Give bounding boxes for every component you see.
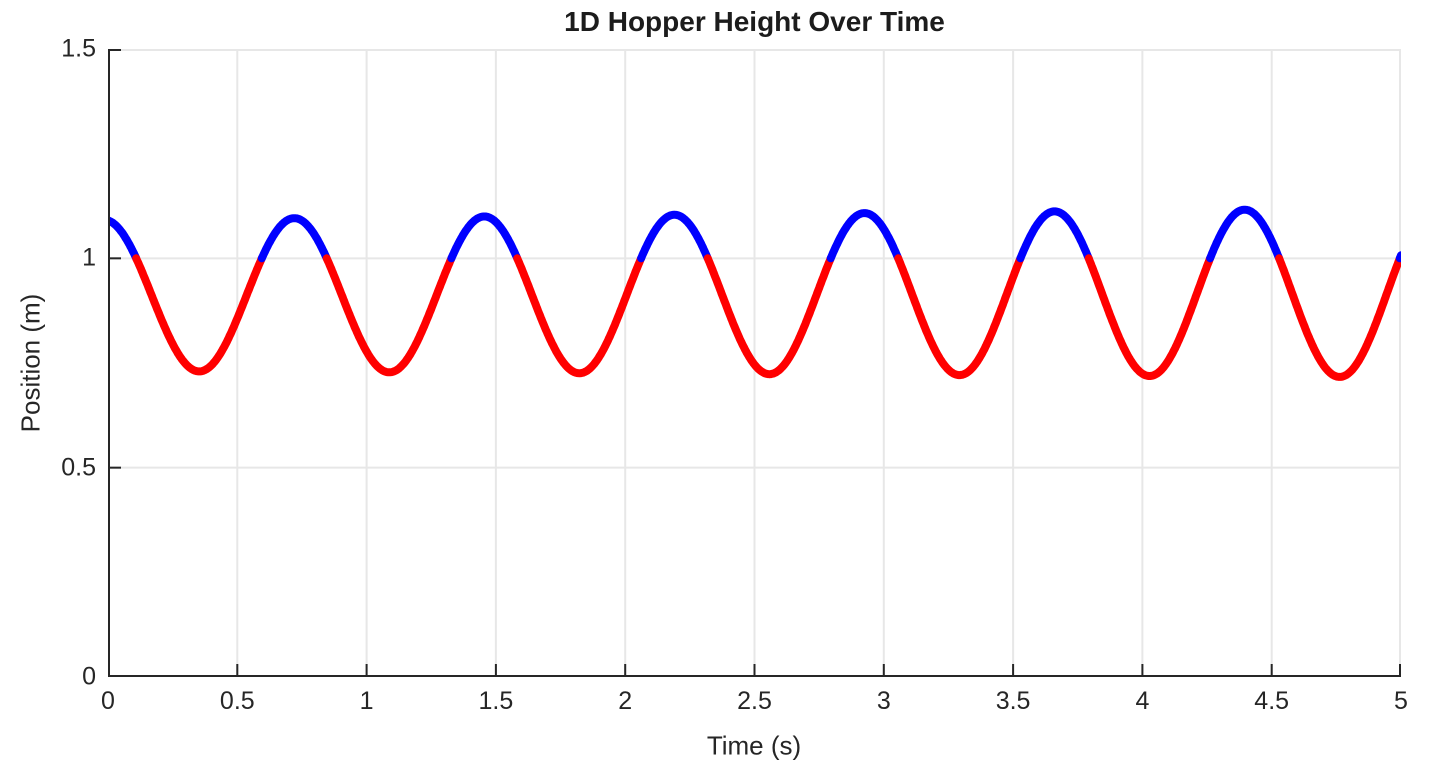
x-tick-label: 2.5 — [737, 687, 772, 715]
y-tick-label: 1.5 — [61, 34, 96, 63]
y-tick-label: 1 — [82, 243, 96, 272]
x-tick-label: 3 — [876, 687, 891, 715]
x-tick-label: 1.5 — [478, 687, 514, 715]
curve-segment-flight — [826, 209, 903, 263]
position-curve — [108, 205, 1401, 381]
curve-segment-stance — [513, 254, 646, 378]
curve-segment-stance — [894, 254, 1025, 380]
chart-title: 1D Hopper Height Over Time — [564, 6, 945, 37]
x-tick-label: 0.5 — [219, 687, 255, 715]
curve-segment-stance — [703, 254, 835, 379]
x-tick-label: 5 — [1394, 687, 1408, 715]
x-axis-label: Time (s) — [706, 730, 802, 761]
x-tick-label: 2 — [618, 687, 633, 715]
curve-segment-flight — [1395, 251, 1401, 263]
y-tick-label: 0.5 — [61, 453, 96, 482]
curve-segment-flight — [108, 216, 141, 263]
curve-segment-flight — [257, 214, 331, 263]
curve-segment-flight — [1206, 205, 1284, 263]
curve-segment-stance — [322, 254, 456, 377]
axis-spines-and-ticks — [108, 49, 1401, 677]
y-axis-label: Position (m) — [15, 293, 46, 433]
x-tick-label: 4.5 — [1254, 687, 1290, 715]
x-tick-label: 3.5 — [995, 687, 1031, 715]
curve-segment-flight — [637, 210, 712, 263]
x-tick-label: 1 — [359, 687, 374, 715]
curve-segment-flight — [447, 212, 522, 263]
plot-area — [108, 49, 1401, 677]
x-tick-label: 0 — [101, 687, 115, 715]
x-tick-label: 4 — [1135, 687, 1150, 715]
y-tick-label: 0 — [82, 662, 96, 691]
curve-segment-stance — [1084, 254, 1215, 380]
curve-segment-flight — [1016, 207, 1093, 263]
curve-segment-stance — [132, 254, 266, 376]
curve-segment-stance — [1275, 254, 1401, 381]
